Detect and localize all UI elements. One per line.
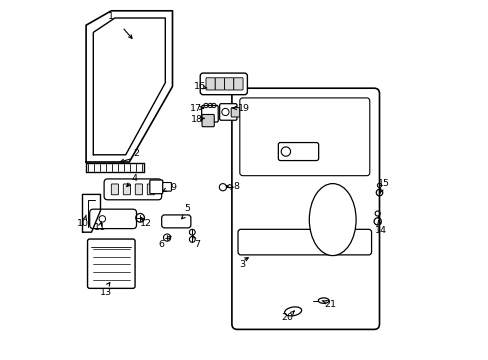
FancyBboxPatch shape: [135, 184, 142, 195]
Text: 13: 13: [100, 288, 112, 297]
Text: 7: 7: [194, 240, 200, 249]
FancyBboxPatch shape: [149, 180, 163, 194]
Text: 18: 18: [191, 115, 203, 124]
FancyBboxPatch shape: [238, 229, 371, 255]
Text: 21: 21: [324, 300, 335, 309]
FancyBboxPatch shape: [104, 179, 162, 200]
Text: 20: 20: [281, 313, 292, 323]
Ellipse shape: [284, 307, 301, 316]
Text: 16: 16: [193, 82, 205, 91]
Text: 5: 5: [183, 204, 189, 213]
Text: 12: 12: [139, 219, 151, 228]
Text: 10: 10: [77, 219, 89, 228]
FancyBboxPatch shape: [200, 73, 247, 95]
Text: 11: 11: [94, 223, 105, 233]
FancyBboxPatch shape: [231, 88, 379, 329]
FancyBboxPatch shape: [162, 215, 190, 228]
Text: 4: 4: [131, 174, 138, 183]
Text: 8: 8: [233, 181, 239, 191]
Ellipse shape: [318, 298, 328, 303]
FancyBboxPatch shape: [215, 78, 224, 90]
FancyBboxPatch shape: [219, 104, 237, 120]
Text: 14: 14: [374, 226, 386, 235]
FancyBboxPatch shape: [147, 184, 154, 195]
FancyBboxPatch shape: [87, 239, 135, 288]
FancyBboxPatch shape: [233, 78, 243, 90]
FancyBboxPatch shape: [205, 78, 215, 90]
Text: 17: 17: [189, 104, 202, 112]
Text: 6: 6: [158, 240, 163, 249]
Text: 1: 1: [108, 12, 114, 21]
FancyBboxPatch shape: [123, 184, 130, 195]
FancyBboxPatch shape: [278, 143, 318, 161]
Text: 3: 3: [239, 260, 245, 269]
Ellipse shape: [309, 184, 355, 256]
Text: 2: 2: [133, 149, 139, 158]
FancyBboxPatch shape: [163, 183, 171, 191]
FancyBboxPatch shape: [231, 108, 239, 117]
Text: 9: 9: [170, 183, 176, 192]
FancyBboxPatch shape: [89, 209, 136, 229]
Text: 19: 19: [237, 104, 249, 113]
FancyBboxPatch shape: [111, 184, 118, 195]
Text: 15: 15: [377, 179, 389, 188]
FancyBboxPatch shape: [224, 78, 233, 90]
FancyBboxPatch shape: [202, 114, 214, 127]
FancyBboxPatch shape: [239, 98, 369, 176]
FancyBboxPatch shape: [201, 105, 218, 122]
